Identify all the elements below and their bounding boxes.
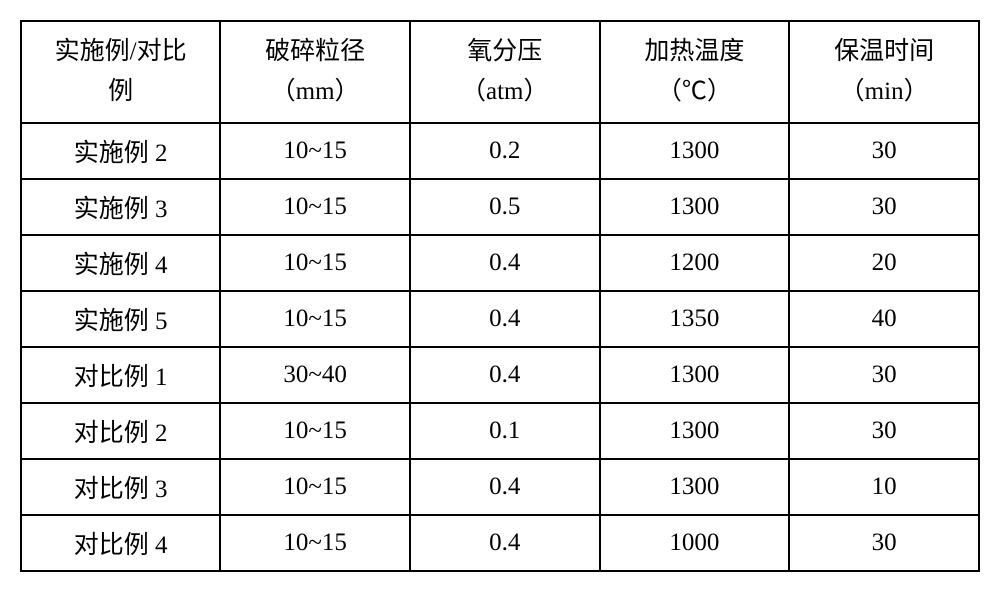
table-row: 实施例 2 10~15 0.2 1300 30 [21, 123, 979, 179]
header-cell-0-line2: 例 [22, 72, 219, 112]
cell: 30 [789, 179, 979, 235]
header-cell-0: 实施例/对比 例 [21, 21, 220, 123]
table-header: 实施例/对比 例 破碎粒径 （mm） 氧分压 （atm） 加热温度 （℃） 保温… [21, 21, 979, 123]
cell: 对比例 3 [21, 459, 220, 515]
cell: 对比例 2 [21, 403, 220, 459]
cell: 1300 [600, 459, 790, 515]
cell: 10~15 [220, 235, 410, 291]
cell: 0.4 [410, 347, 600, 403]
table-row: 对比例 1 30~40 0.4 1300 30 [21, 347, 979, 403]
cell: 30 [789, 123, 979, 179]
table-row: 对比例 3 10~15 0.4 1300 10 [21, 459, 979, 515]
cell: 10~15 [220, 179, 410, 235]
table-row: 对比例 2 10~15 0.1 1300 30 [21, 403, 979, 459]
cell: 0.4 [410, 235, 600, 291]
cell: 1000 [600, 515, 790, 571]
cell: 对比例 4 [21, 515, 220, 571]
cell: 对比例 1 [21, 347, 220, 403]
header-cell-2-line2: （atm） [411, 72, 599, 112]
cell: 1350 [600, 291, 790, 347]
cell: 40 [789, 291, 979, 347]
header-cell-4: 保温时间 （min） [789, 21, 979, 123]
cell: 实施例 5 [21, 291, 220, 347]
cell: 0.1 [410, 403, 600, 459]
header-cell-0-line1: 实施例/对比 [22, 32, 219, 72]
table-row: 对比例 4 10~15 0.4 1000 30 [21, 515, 979, 571]
cell: 10~15 [220, 515, 410, 571]
table-row: 实施例 3 10~15 0.5 1300 30 [21, 179, 979, 235]
cell: 实施例 2 [21, 123, 220, 179]
table-row: 实施例 4 10~15 0.4 1200 20 [21, 235, 979, 291]
header-cell-4-line1: 保温时间 [790, 32, 978, 72]
header-row: 实施例/对比 例 破碎粒径 （mm） 氧分压 （atm） 加热温度 （℃） 保温… [21, 21, 979, 123]
cell: 30 [789, 347, 979, 403]
header-cell-1-line1: 破碎粒径 [221, 32, 409, 72]
cell: 1300 [600, 123, 790, 179]
cell: 10~15 [220, 459, 410, 515]
table-container: 实施例/对比 例 破碎粒径 （mm） 氧分压 （atm） 加热温度 （℃） 保温… [20, 20, 980, 572]
cell: 30~40 [220, 347, 410, 403]
cell: 0.4 [410, 459, 600, 515]
header-cell-3: 加热温度 （℃） [600, 21, 790, 123]
cell: 30 [789, 515, 979, 571]
cell: 10~15 [220, 403, 410, 459]
table-row: 实施例 5 10~15 0.4 1350 40 [21, 291, 979, 347]
cell: 实施例 3 [21, 179, 220, 235]
header-cell-3-line2: （℃） [601, 72, 789, 112]
cell: 10~15 [220, 123, 410, 179]
header-cell-1-line2: （mm） [221, 72, 409, 112]
cell: 0.4 [410, 291, 600, 347]
data-table: 实施例/对比 例 破碎粒径 （mm） 氧分压 （atm） 加热温度 （℃） 保温… [20, 20, 980, 572]
header-cell-1: 破碎粒径 （mm） [220, 21, 410, 123]
cell: 10 [789, 459, 979, 515]
cell: 30 [789, 403, 979, 459]
cell: 1300 [600, 403, 790, 459]
cell: 0.4 [410, 515, 600, 571]
cell: 0.2 [410, 123, 600, 179]
cell: 0.5 [410, 179, 600, 235]
cell: 10~15 [220, 291, 410, 347]
cell: 1300 [600, 179, 790, 235]
cell: 1200 [600, 235, 790, 291]
header-cell-3-line1: 加热温度 [601, 32, 789, 72]
cell: 1300 [600, 347, 790, 403]
table-body: 实施例 2 10~15 0.2 1300 30 实施例 3 10~15 0.5 … [21, 123, 979, 571]
header-cell-2-line1: 氧分压 [411, 32, 599, 72]
cell: 20 [789, 235, 979, 291]
header-cell-4-line2: （min） [790, 72, 978, 112]
header-cell-2: 氧分压 （atm） [410, 21, 600, 123]
cell: 实施例 4 [21, 235, 220, 291]
